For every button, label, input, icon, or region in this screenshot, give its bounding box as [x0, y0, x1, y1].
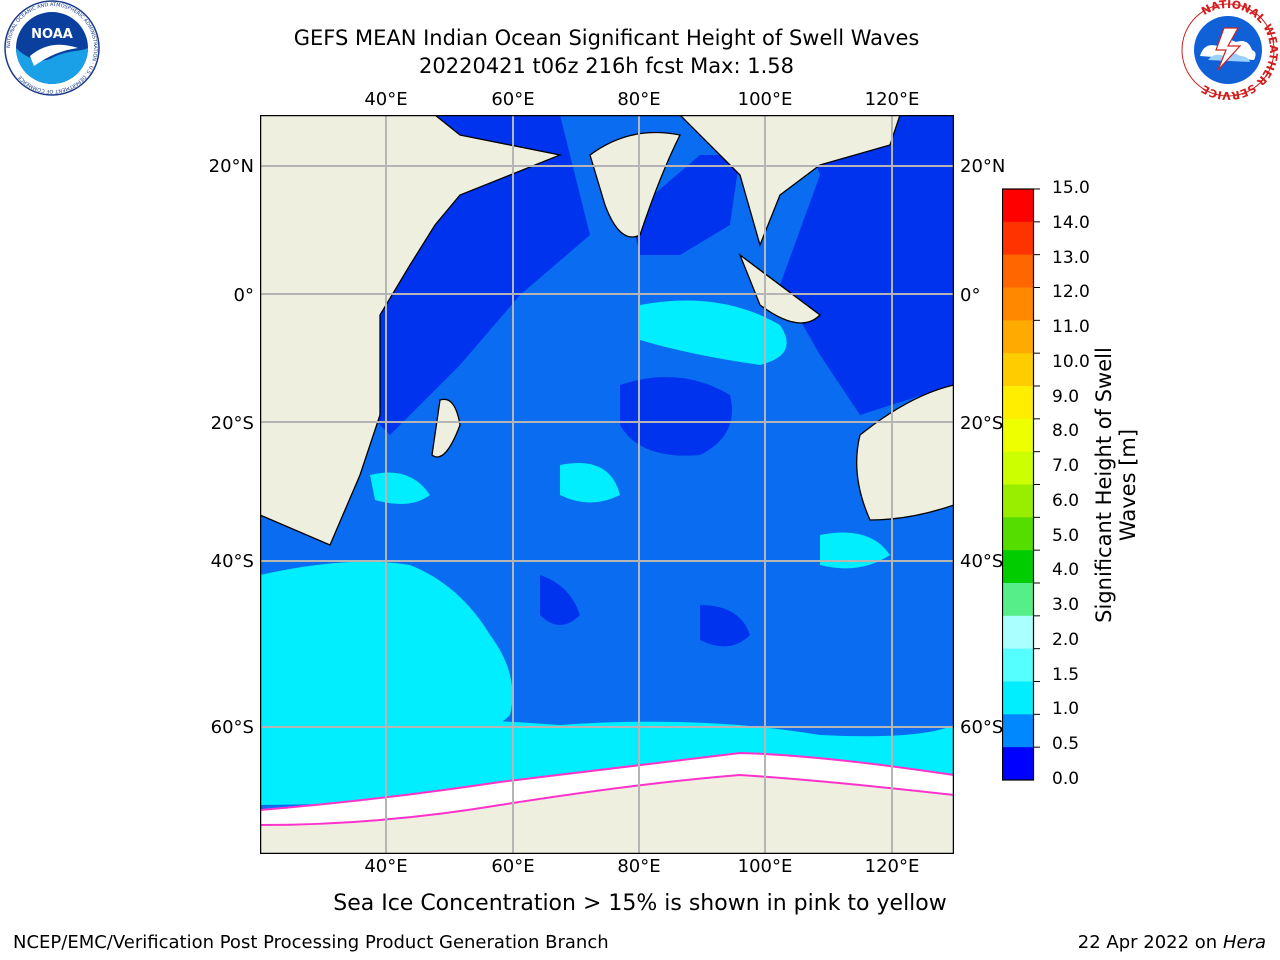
lon-label-bottom-40e: 40°E — [364, 856, 408, 877]
colorbar-swatch — [1003, 681, 1033, 715]
sea-ice-edge — [260, 751, 954, 827]
lon-label-bottom-120e: 120°E — [864, 856, 920, 877]
lon-label-bottom-60e: 60°E — [491, 856, 535, 877]
colorbar-label: 11.0 — [1052, 317, 1090, 338]
colorbar-label: 1.0 — [1052, 699, 1080, 720]
lat-label-left-20n: 20°N — [208, 156, 254, 177]
chart-subtitle-run-info: 20220421 t06z 216h fcst Max: 1.58 — [419, 54, 794, 78]
australia-land — [856, 384, 954, 521]
madagascar-land — [431, 398, 461, 458]
colorbar-label: 13.0 — [1052, 247, 1090, 268]
colorbar-swatch — [1003, 221, 1033, 256]
colorbar-label: 10.0 — [1052, 351, 1090, 372]
colorbar-swatch — [1003, 648, 1033, 682]
lat-label-right-20n: 20°N — [960, 156, 1006, 177]
central-low-swell-patch — [620, 377, 732, 456]
colorbar-label: 9.0 — [1052, 386, 1080, 407]
colorbar-label: 3.0 — [1052, 595, 1080, 616]
lon-label-bottom-80e: 80°E — [617, 856, 661, 877]
colorbar-label: 8.0 — [1052, 421, 1080, 442]
colorbar-label: 4.0 — [1052, 560, 1080, 581]
lon-label-top-60e: 60°E — [491, 89, 535, 110]
colorbar-swatch — [1003, 353, 1033, 387]
lat-label-left-20s: 20°S — [210, 413, 254, 434]
lon-label-bottom-100e: 100°E — [737, 856, 793, 877]
footer-date-text: 22 Apr 2022 on — [1077, 932, 1223, 953]
colorbar — [1002, 188, 1040, 781]
lat-label-right-60s: 60°S — [960, 717, 1004, 738]
colorbar-swatch — [1003, 386, 1033, 420]
lat-label-right-0: 0° — [960, 285, 981, 306]
colorbar-swatch — [1003, 254, 1033, 288]
footer-host: Hera — [1222, 932, 1266, 953]
chart-title: GEFS MEAN Indian Ocean Significant Heigh… — [293, 26, 920, 50]
lon-label-top-80e: 80°E — [617, 89, 661, 110]
graticule — [260, 115, 954, 854]
lon-label-top-120e: 120°E — [864, 89, 920, 110]
kerguelen-low-swell — [540, 575, 580, 625]
swell-height-map — [260, 115, 954, 854]
map-frame — [260, 115, 954, 854]
equatorial-swell-band — [640, 300, 787, 365]
southeast-asia-land — [679, 115, 901, 248]
colorbar-label: 5.0 — [1052, 525, 1080, 546]
southern-low-swell-patch — [700, 605, 750, 647]
swell-patch-2 — [560, 463, 620, 503]
india-land — [589, 131, 681, 238]
sea-ice-note: Sea Ice Concentration > 15% is shown in … — [333, 891, 947, 916]
colorbar-label: 0.0 — [1052, 769, 1080, 789]
colorbar-swatch — [1003, 747, 1033, 781]
colorbar-swatch — [1003, 287, 1033, 321]
lat-label-right-20s: 20°S — [960, 413, 1004, 434]
bay-of-bengal-low-swell — [630, 155, 740, 255]
colorbar-label: 12.0 — [1052, 282, 1090, 303]
colorbar-label: 7.0 — [1052, 456, 1080, 477]
colorbar-label: 1.5 — [1052, 664, 1080, 685]
colorbar-swatch — [1003, 583, 1033, 617]
colorbar-swatch — [1003, 714, 1033, 748]
noaa-logo-text: NOAA — [31, 27, 73, 42]
footer-credit: NCEP/EMC/Verification Post Processing Pr… — [13, 932, 609, 953]
colorbar-swatch — [1003, 615, 1033, 650]
colorbar-swatch — [1003, 484, 1033, 518]
lat-label-left-0: 0° — [233, 285, 254, 306]
colorbar-label: 0.5 — [1052, 734, 1080, 755]
colorbar-swatch — [1003, 550, 1033, 584]
lat-label-right-40s: 40°S — [960, 551, 1004, 572]
lon-label-top-100e: 100°E — [737, 89, 793, 110]
nws-logo: NATIONAL WEATHER SERVICE — [1181, 0, 1278, 100]
noaa-logo: NOAA NATIONAL OCEANIC AND ATMOSPHERIC AD… — [4, 0, 100, 96]
maritime-low-swell — [780, 115, 954, 415]
colorbar-swatch — [1003, 189, 1033, 223]
colorbar-label: 14.0 — [1052, 212, 1090, 233]
lon-label-top-40e: 40°E — [364, 89, 408, 110]
swell-patch-3 — [820, 532, 890, 569]
lat-label-left-40s: 40°S — [210, 551, 254, 572]
colorbar-swatch — [1003, 517, 1033, 551]
colorbar-swatch — [1003, 451, 1033, 485]
colorbar-swatch — [1003, 418, 1033, 453]
colorbar-label: 6.0 — [1052, 490, 1080, 511]
africa-arabia-land — [260, 115, 563, 546]
lat-label-left-60s: 60°S — [210, 717, 254, 738]
colorbar-label: 15.0 — [1052, 178, 1090, 198]
colorbar-title: Significant Height of Swell Waves [m] — [1092, 347, 1140, 623]
colorbar-swatch — [1003, 320, 1033, 354]
colorbar-label: 2.0 — [1052, 629, 1080, 650]
footer-date: 22 Apr 2022 on Hera — [1078, 932, 1266, 953]
